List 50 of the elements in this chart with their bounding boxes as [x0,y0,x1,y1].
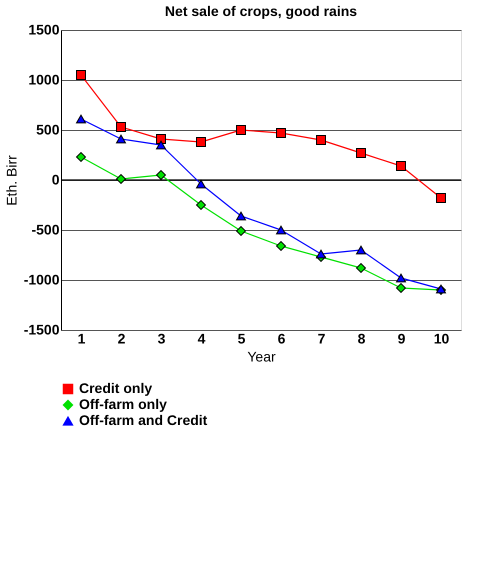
x-tick-label: 6 [278,330,286,346]
point [116,174,126,184]
x-tick-label: 8 [358,330,366,346]
x-tick-label: 2 [118,330,126,346]
point [196,180,206,188]
y-axis-title: Eth. Birr [4,154,20,206]
point [276,241,286,251]
point [156,134,166,144]
y-tick-label: -1000 [24,272,60,288]
x-tick-label: 3 [158,330,166,346]
point [236,226,246,236]
y-tick-label: -500 [31,222,60,238]
legend-label: Credit only [79,380,152,396]
point [76,152,86,162]
point [196,200,206,210]
point [436,193,446,203]
x-tick-label: 7 [318,330,326,346]
y-tick-label: 1000 [28,72,60,88]
point [356,246,366,254]
point [76,70,86,80]
point [396,283,406,293]
point [156,140,166,150]
y-tick-label: 500 [36,122,60,138]
point [356,263,366,273]
chart-title: Net sale of crops, good rains [164,3,358,19]
x-axis-title: Year [247,348,276,364]
point [356,148,366,158]
point [276,226,286,234]
y-tick-label: 1500 [28,22,60,38]
y-tick-label: 0 [52,172,60,188]
point [316,135,326,145]
point [236,125,246,135]
point [116,122,126,132]
point [276,128,286,138]
legend-label: Off-farm only [79,396,168,412]
x-tick-label: 1 [78,330,86,346]
point [396,274,406,282]
point [396,161,406,171]
x-tick-label: 10 [434,330,450,346]
x-tick-label: 5 [238,330,246,346]
point [236,212,246,220]
point [116,134,126,144]
point [156,170,166,180]
point [76,114,86,124]
y-tick-label: -1500 [24,322,60,338]
point [316,250,326,258]
point [196,137,206,147]
x-tick-label: 9 [398,330,406,346]
legend-label: Off-farm and Credit [79,412,208,428]
x-tick-label: 4 [198,330,206,346]
